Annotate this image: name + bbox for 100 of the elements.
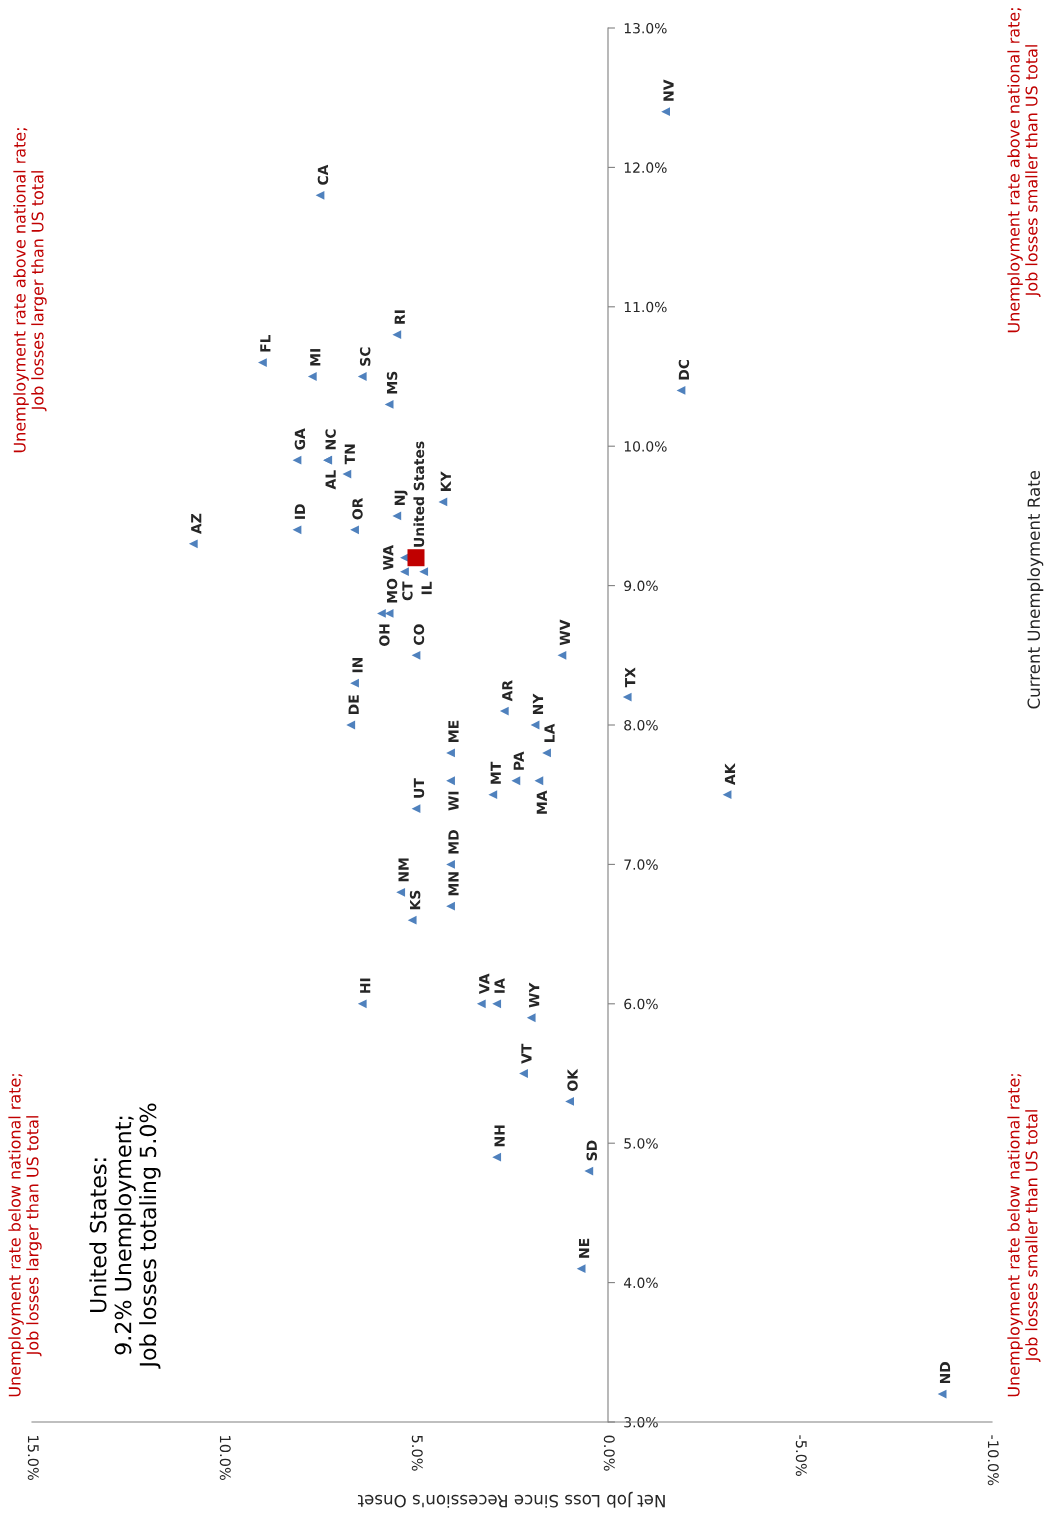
point	[492, 1152, 502, 1162]
text: United States	[413, 441, 425, 547]
text: CT	[402, 581, 413, 601]
x-tick-label: 5.0%	[411, 1435, 423, 1471]
point	[511, 776, 521, 786]
text: MI	[310, 349, 321, 366]
text: Unemployment rate above national rate; Job losses smaller than US total	[1007, 8, 1041, 333]
annotation: Unemployment rate above national rate; Job losses larger than US total	[13, 128, 47, 453]
text: Unemployment rate below national rate; Job losses smaller than US total	[1007, 1074, 1041, 1397]
text: AR	[502, 680, 513, 702]
text: AL	[325, 470, 336, 490]
text: VT	[521, 1043, 532, 1064]
point	[350, 525, 359, 535]
point	[676, 386, 686, 395]
y-tick-label: 4.0%	[623, 1277, 658, 1289]
point	[534, 776, 544, 786]
text: MT	[490, 761, 501, 784]
text: SC	[359, 347, 371, 366]
y-tick-label: 3.0%	[624, 1416, 658, 1428]
text: IA	[494, 978, 505, 993]
point	[499, 706, 509, 716]
text: KS	[409, 890, 421, 910]
y-tick-label: 11.0%	[624, 301, 667, 313]
y-tick-label: 5.0%	[624, 1138, 658, 1149]
text: OR	[352, 497, 363, 520]
text: OK	[567, 1068, 578, 1091]
point	[937, 1389, 947, 1399]
text: WI	[448, 791, 459, 811]
point	[519, 1069, 528, 1078]
text: OH	[379, 624, 390, 646]
text: NH	[494, 1125, 505, 1147]
x-tick-label: -10.0%	[987, 1435, 999, 1486]
text: TX	[625, 667, 636, 688]
x-tick-label: 0.0%	[603, 1435, 615, 1471]
annotation: United States: 9.2% Unemployment; Job losses totaling 5.0%	[89, 1103, 161, 1369]
point	[396, 887, 406, 897]
y-tick-label: 7.0%	[624, 859, 658, 870]
text: DE	[348, 695, 359, 714]
point	[188, 539, 198, 549]
text: MD	[448, 830, 459, 854]
point	[407, 549, 425, 567]
text: PA	[513, 751, 524, 770]
text: WY	[529, 982, 540, 1008]
point	[476, 999, 486, 1009]
point	[584, 1166, 594, 1176]
text: WA	[383, 545, 394, 571]
y-tick-label: 13.0%	[624, 22, 667, 34]
text: NC	[325, 429, 336, 450]
text: FL	[260, 334, 271, 352]
point	[411, 804, 421, 814]
point	[357, 372, 367, 381]
point	[407, 915, 417, 925]
annotation: Unemployment rate below national rate; Job losses larger than US total	[8, 1074, 42, 1397]
x-tick-label: 15.0%	[27, 1436, 39, 1481]
text: GA	[294, 428, 306, 450]
point	[258, 358, 267, 367]
point	[392, 330, 402, 340]
point	[488, 790, 498, 800]
point	[557, 650, 567, 660]
y-tick-label: 9.0%	[624, 580, 658, 592]
text: VA	[479, 973, 490, 995]
text: MO	[386, 578, 398, 603]
point	[292, 455, 302, 465]
text: IN	[352, 657, 363, 673]
text: KY	[440, 471, 451, 491]
text: MS	[386, 371, 398, 394]
text: LA	[544, 723, 555, 742]
text: WV	[559, 619, 570, 646]
text: NM	[398, 858, 409, 882]
point	[576, 1264, 586, 1274]
x-axis-title: Net Job Loss Since Recession's Onset	[357, 1491, 665, 1508]
point	[542, 748, 551, 758]
point	[346, 720, 356, 730]
point	[722, 790, 732, 800]
point	[357, 999, 367, 1009]
text: MA	[536, 790, 547, 814]
text: ID	[294, 504, 305, 519]
point	[446, 776, 455, 786]
point	[438, 497, 448, 507]
point	[315, 190, 325, 200]
y-tick-label: 6.0%	[624, 998, 658, 1010]
point	[350, 678, 359, 688]
text: IL	[421, 581, 432, 595]
y-tick-label: 10.0%	[624, 441, 667, 452]
y-axis-title: Current Unemployment Rate	[1027, 470, 1044, 709]
point	[392, 511, 402, 521]
text: NV	[663, 79, 674, 101]
x-tick-label: 10.0%	[219, 1436, 231, 1481]
text: NJ	[394, 490, 408, 505]
point	[342, 469, 352, 479]
point	[419, 567, 429, 577]
point	[622, 692, 632, 702]
point	[661, 107, 670, 117]
point	[492, 999, 502, 1009]
text: ME	[448, 720, 459, 742]
point	[446, 901, 455, 911]
text: AK	[724, 763, 736, 785]
text: CO	[413, 624, 425, 645]
point	[292, 525, 302, 535]
y-tick-label: 12.0%	[624, 162, 667, 173]
